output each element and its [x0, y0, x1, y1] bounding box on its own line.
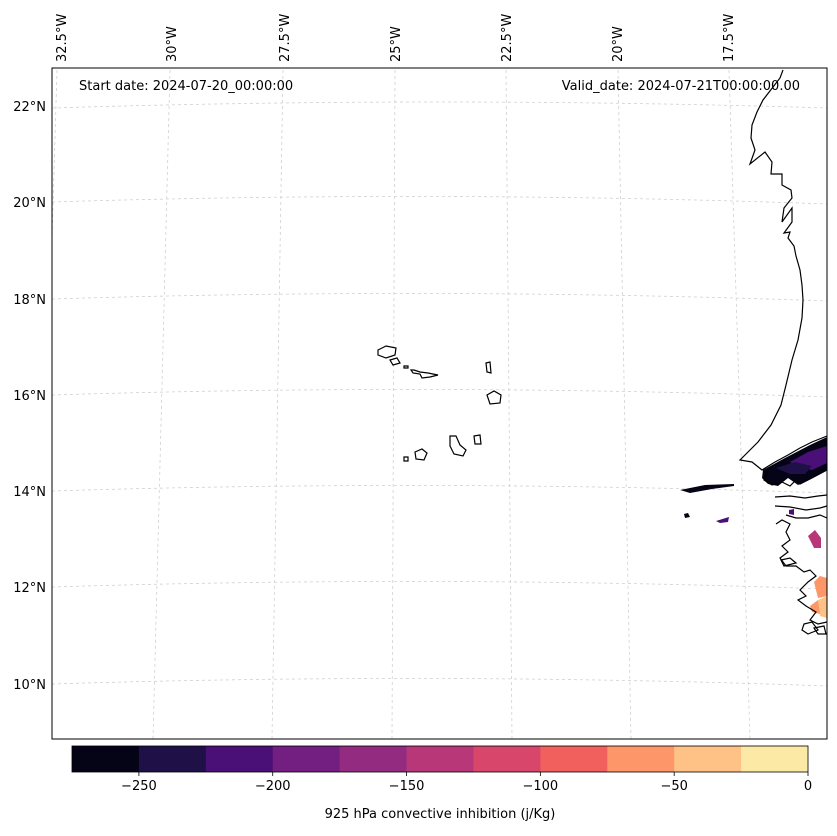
colorbar-segment — [272, 746, 341, 772]
map-frame — [51, 67, 828, 740]
cin-area-guinea-coast-2 — [818, 596, 827, 618]
colorbar-frame — [71, 745, 809, 773]
colorbar-segment — [406, 746, 474, 772]
coastline-gambia — [774, 494, 828, 499]
lat-label-14n: 14°N — [13, 485, 46, 500]
valid-date-text: Valid_date: 2024-07-21T00:00:00.00 — [562, 79, 800, 94]
lat-label-10n: 10°N — [13, 678, 46, 693]
lon-label-25w: 25°W — [389, 26, 404, 62]
colorbar-tick-label: −200 — [255, 779, 291, 794]
colorbar-segment — [473, 746, 541, 772]
lon-label-32.5w: 32.5°W — [55, 14, 70, 62]
island-sao-vicente — [389, 357, 401, 366]
coastline-gambia-river — [774, 505, 828, 511]
coastline-guinea-islands — [801, 621, 819, 635]
cape-verde-islands — [377, 345, 502, 462]
cin-contours — [680, 437, 827, 618]
colorbar: −250 −200 −150 −100 −50 0 — [71, 745, 812, 794]
colorbar-tick-label: −150 — [389, 779, 425, 794]
lat-label-16n: 16°N — [13, 389, 46, 404]
lat-label-12n: 12°N — [13, 581, 46, 596]
colorbar-segment — [674, 746, 742, 772]
colorbar-segment — [540, 746, 608, 772]
cin-area-offshore-small — [684, 513, 690, 518]
coastlines — [738, 69, 828, 635]
island-santa-luzia — [403, 365, 409, 369]
colorbar-tick-label: −50 — [660, 779, 687, 794]
parallel-10n — [51, 678, 828, 687]
colorbar-segment — [138, 746, 207, 772]
colorbar-segment — [339, 746, 408, 772]
island-santo-antao — [377, 345, 397, 359]
lat-label-22n: 22°N — [13, 100, 46, 115]
colorbar-label: 925 hPa convective inhibition (j/Kg) — [325, 807, 556, 822]
coastline-west-africa — [738, 69, 828, 471]
island-boa-vista — [486, 390, 502, 405]
island-sao-nicolau — [409, 369, 439, 379]
cin-area-gambia-small — [789, 509, 794, 515]
cin-area-senegal-mid — [776, 462, 812, 474]
colorbar-segment — [72, 746, 140, 772]
coastline-senegal-south — [763, 469, 828, 487]
island-brava — [403, 456, 409, 462]
lat-label-20n: 20°N — [13, 196, 46, 211]
parallel-22n — [51, 101, 828, 109]
colorbar-tick-label: 0 — [804, 779, 812, 794]
lon-label-27.5w: 27.5°W — [278, 14, 293, 62]
cin-area-offshore-band — [680, 484, 734, 493]
island-fogo — [414, 448, 428, 461]
parallel-12n — [51, 581, 828, 590]
parallel-14n — [51, 485, 828, 494]
island-maio — [473, 434, 482, 445]
colorbar-tick-label: −250 — [121, 779, 157, 794]
meridian-32.5w — [51, 69, 58, 241]
cin-area-offshore-strip — [716, 517, 729, 523]
map-panel — [52, 68, 827, 739]
coastline-bijagos — [780, 557, 798, 567]
coastline-guinea-islands-2 — [813, 625, 827, 635]
colorbar-segment — [741, 746, 809, 772]
cin-area-guinea-coast — [814, 576, 827, 598]
lon-label-30w: 30°W — [165, 26, 180, 62]
lon-label-22.5w: 22.5°W — [500, 14, 515, 62]
coastline-guinea-bissau — [775, 519, 828, 625]
start-date-text: Start date: 2024-07-20_00:00:00 — [79, 79, 293, 94]
lon-label-17.5w: 17.5°W — [722, 14, 737, 62]
island-santiago — [449, 435, 467, 457]
lat-label-18n: 18°N — [13, 293, 46, 308]
cin-area-guinea-bissau — [808, 530, 821, 548]
parallel-18n — [51, 293, 828, 302]
colorbar-segment — [205, 746, 274, 772]
parallel-16n — [51, 389, 828, 398]
lon-label-20w: 20°W — [611, 26, 626, 62]
colorbar-segment — [607, 746, 675, 772]
colorbar-tick-label: −100 — [523, 779, 559, 794]
graticule — [51, 69, 828, 740]
island-sal — [485, 361, 492, 374]
lat-labels: 22°N 20°N 18°N 16°N 14°N 12°N 10°N — [13, 100, 46, 693]
parallel-20n — [51, 196, 828, 205]
lon-labels: 32.5°W 30°W 27.5°W 25°W 22.5°W 20°W 17.5… — [55, 14, 737, 62]
coastline-casamance — [785, 514, 828, 519]
